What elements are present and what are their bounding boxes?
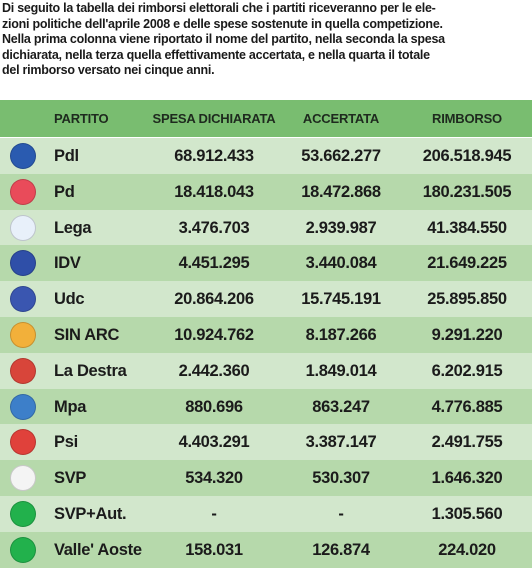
table-row: Lega 3.476.703 2.939.987 41.384.550	[0, 209, 532, 246]
table-row: SVP 534.320 530.307 1.646.320	[0, 460, 532, 497]
spesa-dichiarata-value: 68.912.433	[174, 147, 254, 165]
udc-logo	[10, 286, 36, 313]
table-row: Pd 18.418.043 18.472.868 180.231.505	[0, 173, 532, 210]
party-name: Mpa	[54, 397, 87, 416]
accertata-value: 1.849.014	[305, 361, 377, 380]
pd-logo	[10, 178, 36, 205]
rimborso-value: 2.491.755	[431, 433, 503, 452]
table-row: Psi 4.403.291 3.387.147 2.491.755	[0, 424, 532, 461]
party-name: Pd	[54, 182, 75, 201]
party-name: IDV	[54, 254, 81, 273]
rimborso-value: 180.231.505	[422, 182, 512, 201]
mpa-logo	[10, 393, 36, 420]
table-row: IDV 4.451.295 3.440.084 21.649.225	[0, 245, 532, 282]
accertata-value: 3.387.147	[305, 433, 377, 452]
rimborso-value: 224.020	[438, 540, 496, 559]
intro-text: Di seguito la tabella dei rimborsi elett…	[2, 1, 445, 77]
party-name: Lega	[54, 218, 92, 237]
spesa-dichiarata-value: 880.696	[185, 397, 243, 416]
table-row: La Destra 2.442.360 1.849.014 6.202.915	[0, 352, 532, 389]
svp-aut-logo	[10, 501, 36, 527]
accertata-value: 3.440.084	[305, 254, 377, 273]
accertata-value: 15.745.191	[301, 290, 381, 309]
rimborso-value: 41.384.550	[427, 218, 507, 237]
header-rimborso: RIMBORSO	[432, 111, 502, 126]
pdl-logo	[10, 143, 36, 169]
party-name: Valle' Aoste	[54, 540, 142, 559]
table-header: PARTITO SPESA DICHIARATA ACCERTATA RIMBO…	[0, 100, 532, 137]
idv-logo	[10, 250, 36, 277]
table-row: SVP+Aut. - - 1.305.560	[0, 496, 532, 532]
rimborso-value: 206.518.945	[422, 147, 512, 165]
accertata-value: -	[338, 505, 344, 523]
accertata-value: 8.187.266	[305, 326, 377, 344]
la-destra-logo	[10, 357, 36, 384]
psi-logo	[10, 429, 36, 456]
spesa-dichiarata-value: 18.418.043	[174, 182, 254, 201]
table-row: SIN ARC 10.924.762 8.187.266 9.291.220	[0, 317, 532, 353]
party-name: Psi	[54, 433, 78, 452]
accertata-value: 18.472.868	[301, 182, 381, 201]
party-name: SIN ARC	[54, 326, 120, 344]
spesa-dichiarata-value: 2.442.360	[178, 361, 250, 380]
svp-logo	[10, 465, 36, 492]
party-name: Pdl	[54, 147, 79, 165]
spesa-dichiarata-value: 4.451.295	[178, 254, 250, 273]
header-partito: PARTITO	[54, 111, 109, 126]
accertata-value: 2.939.987	[305, 218, 377, 237]
spesa-dichiarata-value: 158.031	[185, 540, 243, 559]
table-row: Mpa 880.696 863.247 4.776.885	[0, 388, 532, 425]
spesa-dichiarata-value: -	[211, 505, 217, 523]
spesa-dichiarata-value: 534.320	[185, 469, 243, 488]
header-spesa-dichiarata: SPESA DICHIARATA	[152, 111, 276, 126]
rimborso-value: 21.649.225	[427, 254, 507, 273]
rimborso-value: 1.305.560	[431, 505, 503, 523]
rimborso-value: 6.202.915	[431, 361, 503, 380]
party-name: SVP+Aut.	[54, 505, 127, 523]
accertata-value: 863.247	[312, 397, 370, 416]
accertata-value: 53.662.277	[301, 147, 381, 165]
accertata-value: 530.307	[312, 469, 370, 488]
spesa-dichiarata-value: 4.403.291	[178, 433, 250, 452]
party-name: La Destra	[54, 361, 127, 380]
table-row: Udc 20.864.206 15.745.191 25.895.850	[0, 281, 532, 318]
spesa-dichiarata-value: 10.924.762	[174, 326, 254, 344]
spesa-dichiarata-value: 20.864.206	[174, 290, 254, 309]
table-row: Pdl 68.912.433 53.662.277 206.518.945	[0, 138, 532, 174]
rimborso-value: 4.776.885	[431, 397, 503, 416]
party-name: SVP	[54, 469, 87, 488]
accertata-value: 126.874	[312, 540, 370, 559]
header-accertata: ACCERTATA	[302, 111, 380, 126]
table-row: Valle' Aoste 158.031 126.874 224.020	[0, 531, 532, 568]
party-name: Udc	[54, 290, 85, 309]
lega-logo	[10, 214, 36, 241]
valle-aoste-logo	[10, 536, 36, 563]
rimborso-value: 25.895.850	[427, 290, 507, 309]
reimbursement-table: PARTITO SPESA DICHIARATA ACCERTATA RIMBO…	[0, 100, 532, 568]
spesa-dichiarata-value: 3.476.703	[178, 218, 250, 237]
sinistra-arcobaleno-logo	[10, 322, 36, 348]
rimborso-value: 9.291.220	[431, 326, 503, 344]
rimborso-value: 1.646.320	[431, 469, 503, 488]
